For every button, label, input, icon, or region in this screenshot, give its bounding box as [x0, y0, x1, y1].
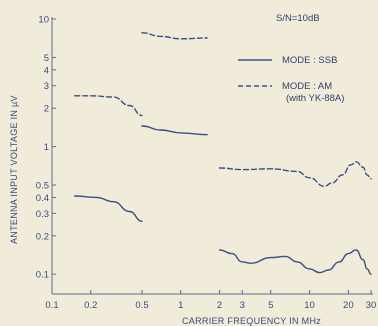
x-tick-label: 0.2 [84, 300, 97, 311]
x-tick-label: 5 [268, 300, 273, 311]
y-tick-label: 0.4 [36, 193, 49, 204]
x-tick-label: 20 [343, 300, 354, 311]
series-line-am [74, 95, 143, 117]
axes-layer [51, 17, 373, 295]
x-axis-title: CARRIER FREQUENCY IN MHz [182, 316, 321, 326]
y-tick-label: 0.2 [36, 231, 49, 242]
series-line-am [218, 161, 372, 187]
legend-label-ssb: MODE : SSB [282, 55, 337, 66]
y-tick-label: 0.5 [36, 181, 49, 192]
y-tick-label: 1 [44, 142, 49, 153]
y-tick-label: 3 [44, 81, 49, 92]
x-tick-label: 30 [366, 300, 377, 311]
series-line-ssb [74, 195, 143, 222]
y-tick-label: 0.3 [36, 209, 49, 220]
y-tick-label: 0.1 [36, 270, 49, 281]
y-tick-label: 4 [44, 65, 49, 76]
series-am [74, 32, 372, 187]
x-tick-label: 0.1 [45, 300, 58, 311]
x-tick-label: 1 [178, 300, 183, 311]
x-tick-label: 3 [240, 300, 245, 311]
x-tick-label: 0.5 [135, 300, 148, 311]
series-layer [74, 32, 372, 275]
series-line-ssb [218, 249, 372, 275]
series-ssb [74, 125, 372, 275]
y-tick-label: 10 [38, 15, 49, 26]
legend-label-am: MODE : AM [282, 81, 332, 92]
series-line-am [141, 32, 208, 40]
chart-annotation: S/N=10dB [276, 13, 320, 24]
y-tick-label: 5 [44, 53, 49, 64]
series-line-ssb [141, 125, 208, 136]
legend: MODE : SSB MODE : AM(with YK-88A) [238, 55, 344, 104]
y-axis-title: ANTENNA INPUT VOLTAGE IN µV [9, 95, 19, 244]
x-tick-label: 10 [304, 300, 315, 311]
x-tick-label: 2 [217, 300, 222, 311]
legend-sublabel-am: (with YK-88A) [286, 93, 344, 104]
y-tick-label: 2 [44, 104, 49, 115]
